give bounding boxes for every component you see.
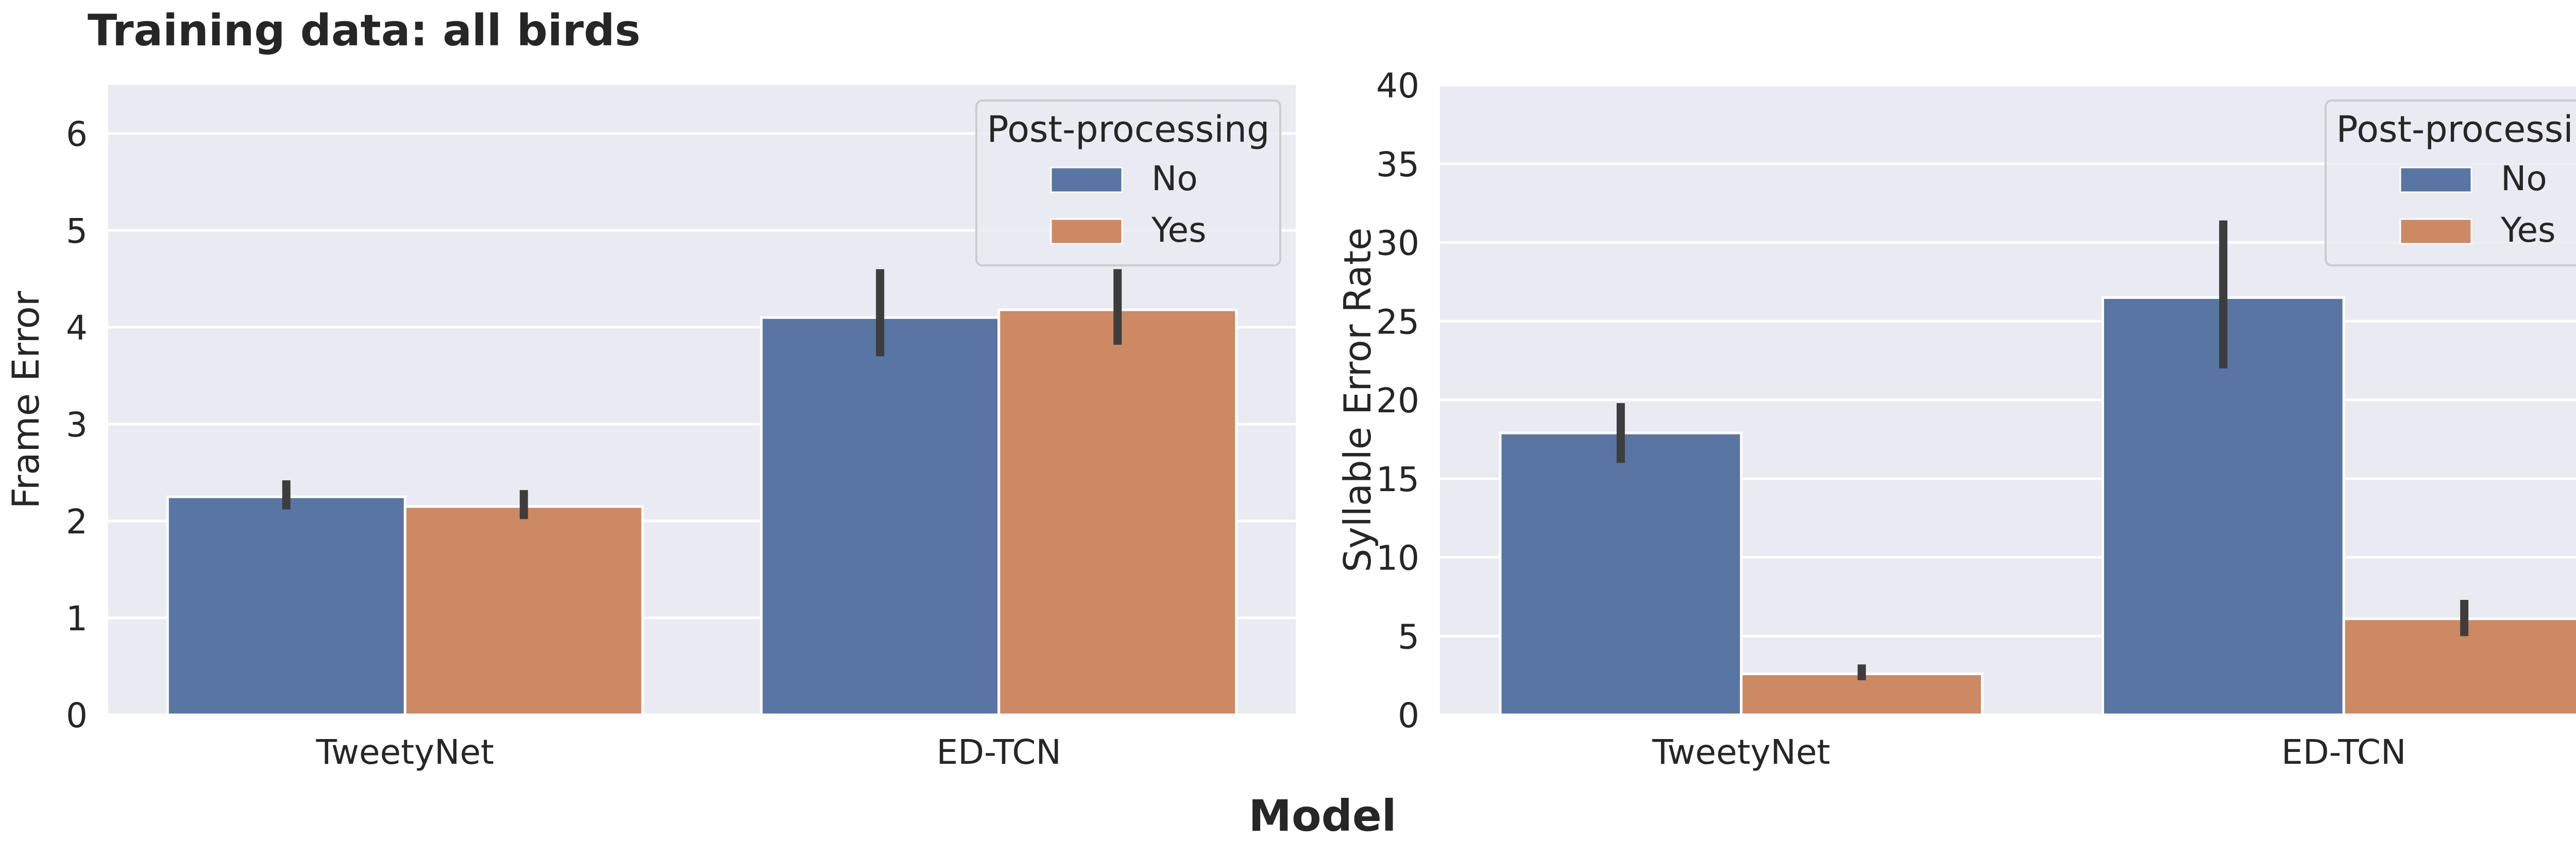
figure-xlabel: Model: [1248, 791, 1396, 841]
legend-label-yes: Yes: [2500, 210, 2556, 250]
bar-yes-ed-tcn: [997, 308, 1238, 716]
y-axis-label: Syllable Error Rate: [1336, 228, 1379, 573]
bar-yes-tweetynet: [403, 505, 644, 716]
legend-swatch-yes: [2399, 218, 2472, 245]
y-tick-label: 20: [1376, 381, 1419, 421]
x-tick-label: TweetyNet: [1652, 732, 1830, 772]
legend-swatch-no: [2399, 166, 2472, 193]
y-tick-label: 5: [1398, 617, 1419, 657]
legend: Post-processing No Yes: [975, 99, 1281, 266]
y-tick-label: 0: [1398, 696, 1419, 735]
x-tick-label: ED-TCN: [2281, 732, 2406, 772]
legend-swatch-yes: [1050, 218, 1123, 245]
y-tick-label: 3: [66, 405, 88, 445]
legend-label-no: No: [2501, 159, 2547, 198]
y-tick-label: 40: [1376, 66, 1419, 106]
legend-swatch-no: [1050, 166, 1123, 193]
frame-error-chart: 0 1 2 3 4 5 6 Frame Error TweetyNet ED-TCN Post-pr…: [4, 85, 1296, 772]
x-tick-label: ED-TCN: [937, 732, 1061, 772]
bar-no-tweetynet: [166, 495, 406, 716]
y-tick-label: 4: [66, 308, 88, 348]
y-tick-label: 30: [1376, 224, 1419, 263]
bar-yes-tweetynet: [1740, 673, 1984, 716]
legend-label-yes: Yes: [1151, 210, 1207, 250]
y-tick-label: 25: [1376, 302, 1419, 342]
legend-title: Post-processing: [2336, 108, 2576, 150]
y-tick-label: 15: [1376, 460, 1419, 499]
y-tick-label: 5: [66, 211, 88, 251]
y-tick-label: 2: [66, 502, 88, 542]
legend: Post-processing No Yes: [2325, 99, 2576, 266]
bar-no-ed-tcn: [760, 316, 1001, 716]
legend-label-no: No: [1151, 159, 1198, 198]
bar-yes-ed-tcn: [2342, 617, 2576, 716]
y-tick-label: 10: [1376, 539, 1419, 578]
y-tick-label: 35: [1376, 145, 1419, 185]
y-tick-label: 0: [66, 696, 88, 735]
y-tick-label: 1: [66, 599, 88, 639]
syllable-error-rate-chart: 0 5 10 15 20 25 30 35 40 Syllable Error Rate Tweet…: [1336, 66, 2576, 772]
figure-title: Training data: all birds: [88, 5, 640, 56]
y-tick-label: 6: [66, 114, 88, 154]
bar-no-tweetynet: [1499, 431, 1743, 716]
legend-title: Post-processing: [987, 108, 1270, 150]
x-tick-label: TweetyNet: [316, 732, 494, 772]
y-axis-label: Frame Error: [4, 291, 47, 509]
